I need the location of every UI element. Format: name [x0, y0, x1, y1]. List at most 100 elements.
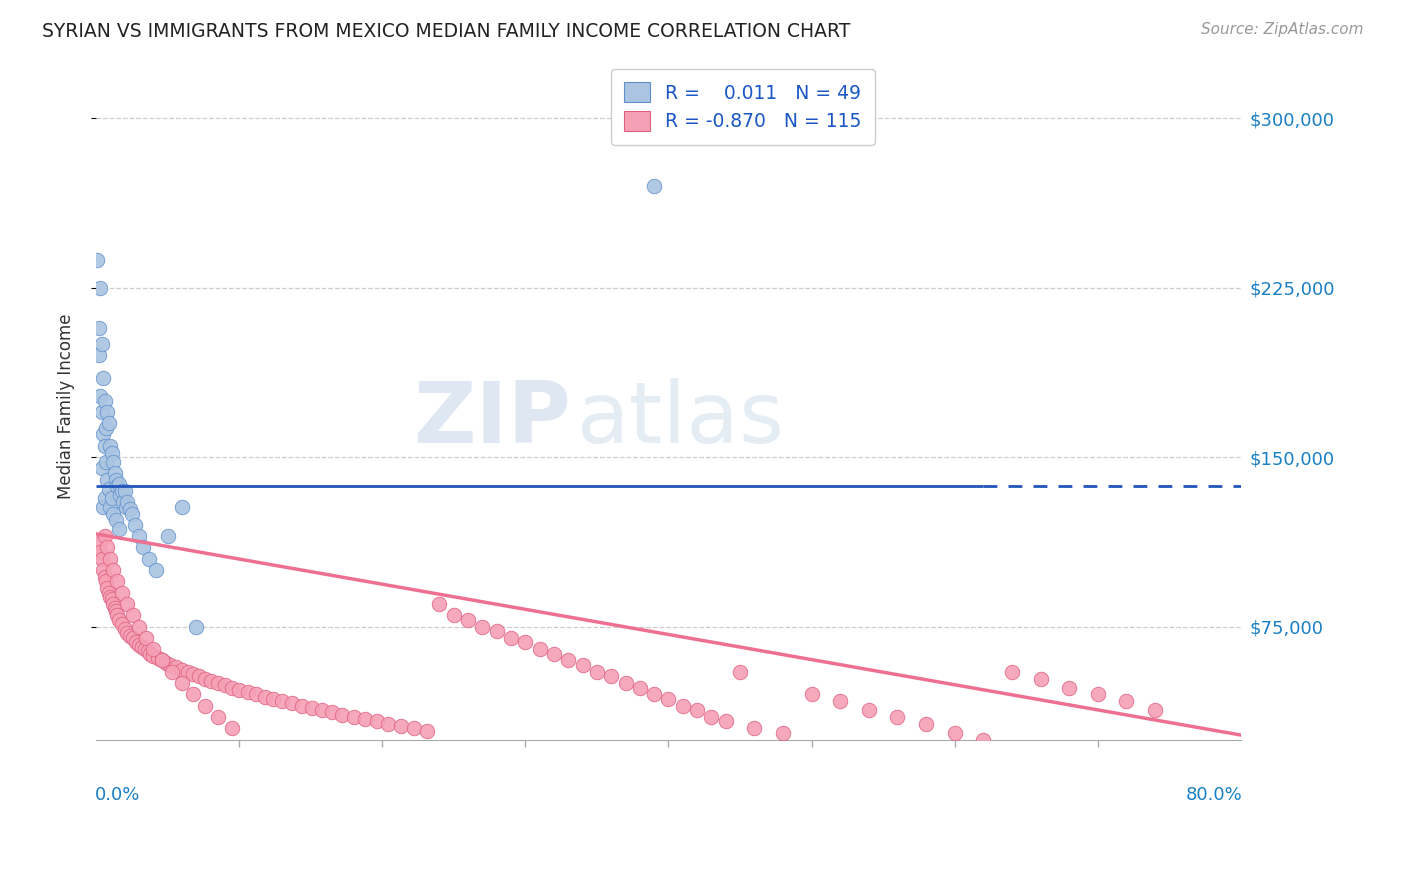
Point: [134, 642, 156, 657]
Point: [128, 619, 150, 633]
Point: [221, 721, 243, 735]
Point: [170, 500, 193, 514]
Point: [485, 624, 508, 638]
Point: [131, 640, 153, 654]
Point: [415, 723, 437, 738]
Point: [103, 454, 125, 468]
Point: [200, 673, 222, 688]
Point: [139, 647, 162, 661]
Point: [271, 694, 294, 708]
Point: [112, 495, 135, 509]
Point: [89, 280, 111, 294]
Point: [772, 726, 794, 740]
Point: [728, 665, 751, 679]
Point: [91, 500, 114, 514]
Point: [311, 703, 333, 717]
Point: [858, 703, 880, 717]
Point: [183, 667, 205, 681]
Point: [91, 563, 114, 577]
Point: [557, 653, 579, 667]
Point: [1115, 694, 1137, 708]
Point: [96, 473, 118, 487]
Point: [263, 692, 285, 706]
Point: [207, 676, 229, 690]
Text: Source: ZipAtlas.com: Source: ZipAtlas.com: [1201, 22, 1364, 37]
Point: [108, 613, 131, 627]
Point: [98, 500, 121, 514]
Point: [114, 622, 136, 636]
Point: [132, 541, 155, 555]
Point: [301, 701, 323, 715]
Point: [97, 416, 120, 430]
Point: [571, 657, 593, 672]
Point: [188, 669, 211, 683]
Point: [207, 710, 229, 724]
Point: [120, 502, 142, 516]
Point: [145, 563, 167, 577]
Text: atlas: atlas: [576, 378, 785, 461]
Point: [142, 648, 165, 663]
Point: [1029, 672, 1052, 686]
Point: [159, 657, 181, 672]
Point: [90, 461, 112, 475]
Point: [87, 321, 110, 335]
Point: [291, 698, 314, 713]
Point: [89, 545, 111, 559]
Point: [1057, 681, 1080, 695]
Point: [104, 601, 127, 615]
Point: [1001, 665, 1024, 679]
Point: [160, 665, 183, 679]
Text: 80.0%: 80.0%: [1185, 786, 1241, 805]
Point: [245, 687, 267, 701]
Point: [91, 371, 114, 385]
Point: [136, 644, 159, 658]
Point: [107, 574, 129, 589]
Point: [98, 590, 121, 604]
Y-axis label: Median Family Income: Median Family Income: [58, 313, 75, 499]
Point: [94, 420, 117, 434]
Point: [943, 726, 966, 740]
Point: [103, 597, 125, 611]
Point: [600, 669, 623, 683]
Point: [156, 529, 179, 543]
Point: [915, 716, 938, 731]
Point: [281, 697, 304, 711]
Point: [253, 690, 276, 704]
Point: [96, 405, 118, 419]
Point: [128, 529, 150, 543]
Point: [91, 427, 114, 442]
Point: [108, 522, 131, 536]
Point: [471, 619, 494, 633]
Point: [321, 706, 343, 720]
Text: 0.0%: 0.0%: [94, 786, 141, 805]
Point: [221, 681, 243, 695]
Point: [108, 477, 131, 491]
Point: [93, 529, 115, 543]
Point: [643, 178, 665, 193]
Point: [377, 716, 399, 731]
Point: [886, 710, 908, 724]
Point: [117, 495, 139, 509]
Point: [389, 719, 412, 733]
Point: [1087, 687, 1109, 701]
Point: [800, 687, 823, 701]
Point: [105, 604, 128, 618]
Point: [93, 570, 115, 584]
Point: [121, 507, 143, 521]
Point: [657, 692, 679, 706]
Point: [115, 500, 138, 514]
Point: [125, 635, 148, 649]
Point: [429, 597, 451, 611]
Point: [972, 732, 994, 747]
Point: [194, 698, 217, 713]
Point: [86, 253, 108, 268]
Point: [87, 348, 110, 362]
Point: [117, 597, 139, 611]
Point: [94, 574, 117, 589]
Point: [138, 551, 160, 566]
Point: [700, 710, 723, 724]
Point: [111, 585, 134, 599]
Point: [105, 473, 128, 487]
Point: [366, 714, 388, 729]
Point: [499, 631, 522, 645]
